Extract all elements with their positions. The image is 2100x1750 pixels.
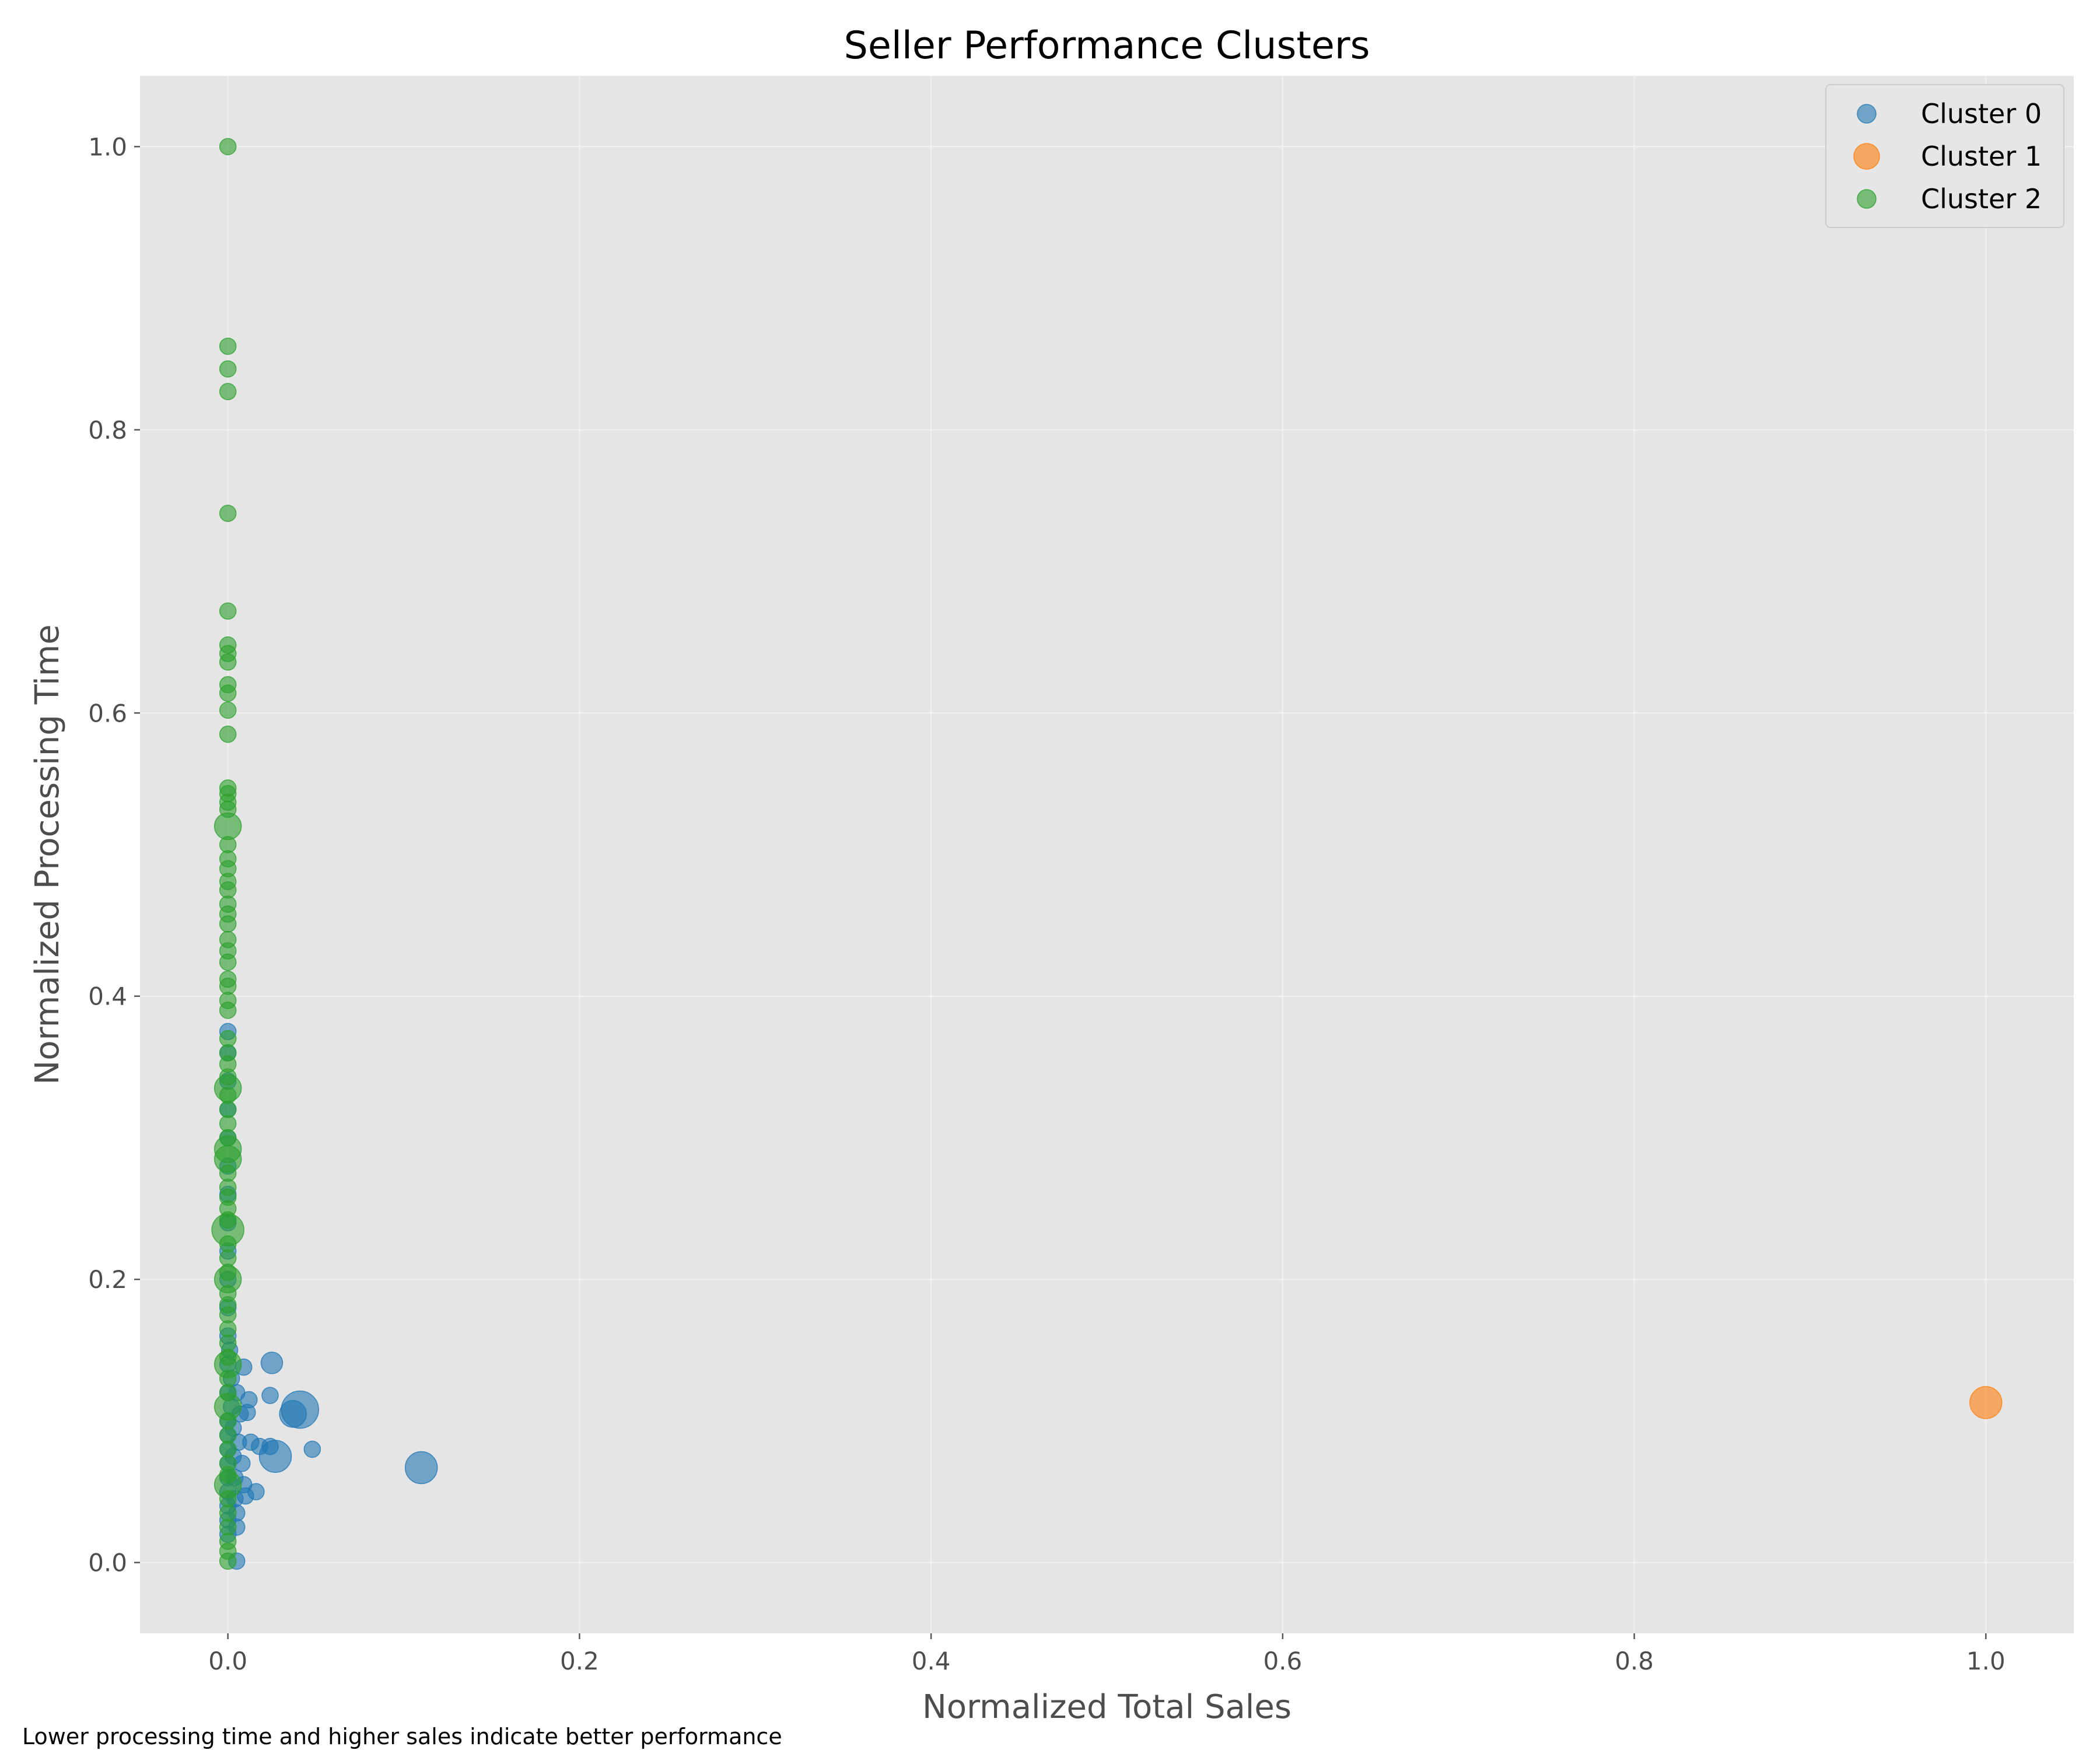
x-tick-label: 0.0	[208, 1647, 247, 1675]
grid-lines	[140, 76, 2074, 1633]
y-tick-label: 0.2	[88, 1265, 127, 1294]
data-point	[219, 138, 237, 156]
legend-label: Cluster 1	[1921, 141, 2042, 172]
data-point	[219, 725, 237, 743]
x-tick-label: 0.4	[912, 1647, 951, 1675]
data-point	[214, 812, 242, 841]
data-point	[219, 915, 237, 933]
data-point	[247, 1483, 265, 1501]
series-cluster-1	[1969, 1386, 2003, 1419]
data-point	[219, 653, 237, 671]
series-cluster-2	[211, 138, 244, 1570]
y-tick-label: 0.8	[88, 416, 127, 444]
legend-label: Cluster 2	[1921, 183, 2042, 215]
y-tick-label: 0.6	[88, 699, 127, 727]
data-point	[261, 1387, 279, 1404]
legend-label: Cluster 0	[1921, 98, 2042, 130]
data-point	[240, 1391, 258, 1409]
y-tick-label: 1.0	[88, 132, 127, 161]
data-point	[219, 360, 237, 378]
x-tick-label: 1.0	[1966, 1647, 2006, 1675]
data-point	[404, 1451, 438, 1485]
caption: Lower processing time and higher sales i…	[22, 1724, 782, 1749]
y-axis-label: Normalized Processing Time	[29, 624, 66, 1084]
data-point	[1969, 1386, 2003, 1419]
y-tick-label: 0.0	[88, 1549, 127, 1577]
legend-marker	[1857, 104, 1877, 124]
data-point	[219, 701, 237, 719]
data-point	[260, 1352, 284, 1374]
data-point	[219, 505, 237, 522]
x-tick-label: 0.2	[560, 1647, 599, 1675]
axis-ticks: 0.0 0.2 0.4 0.6 0.8 1.0 0.0 0.2 0.4 0.6 0.8 1.0	[88, 132, 2006, 1675]
legend-box	[1825, 84, 2064, 228]
x-tick-label: 0.6	[1263, 1647, 1302, 1675]
data-point	[303, 1440, 321, 1458]
y-tick-label: 0.4	[88, 982, 127, 1011]
data-points	[211, 138, 2003, 1570]
data-point	[219, 684, 237, 702]
data-point	[219, 602, 237, 620]
data-point	[281, 1390, 319, 1429]
data-point	[219, 383, 237, 401]
x-axis-label: Normalized Total Sales	[922, 1688, 1292, 1726]
data-point	[219, 953, 237, 971]
legend-marker	[1857, 189, 1877, 209]
legend-marker	[1853, 143, 1880, 170]
data-point	[219, 337, 237, 355]
data-point	[258, 1440, 292, 1473]
data-point	[219, 1552, 237, 1570]
plot-area	[140, 76, 2074, 1633]
chart-title: Seller Performance Clusters	[844, 24, 1370, 68]
x-tick-label: 0.8	[1615, 1647, 1654, 1675]
data-point	[219, 1002, 237, 1019]
legend: Cluster 0 Cluster 1 Cluster 2	[1825, 84, 2064, 228]
